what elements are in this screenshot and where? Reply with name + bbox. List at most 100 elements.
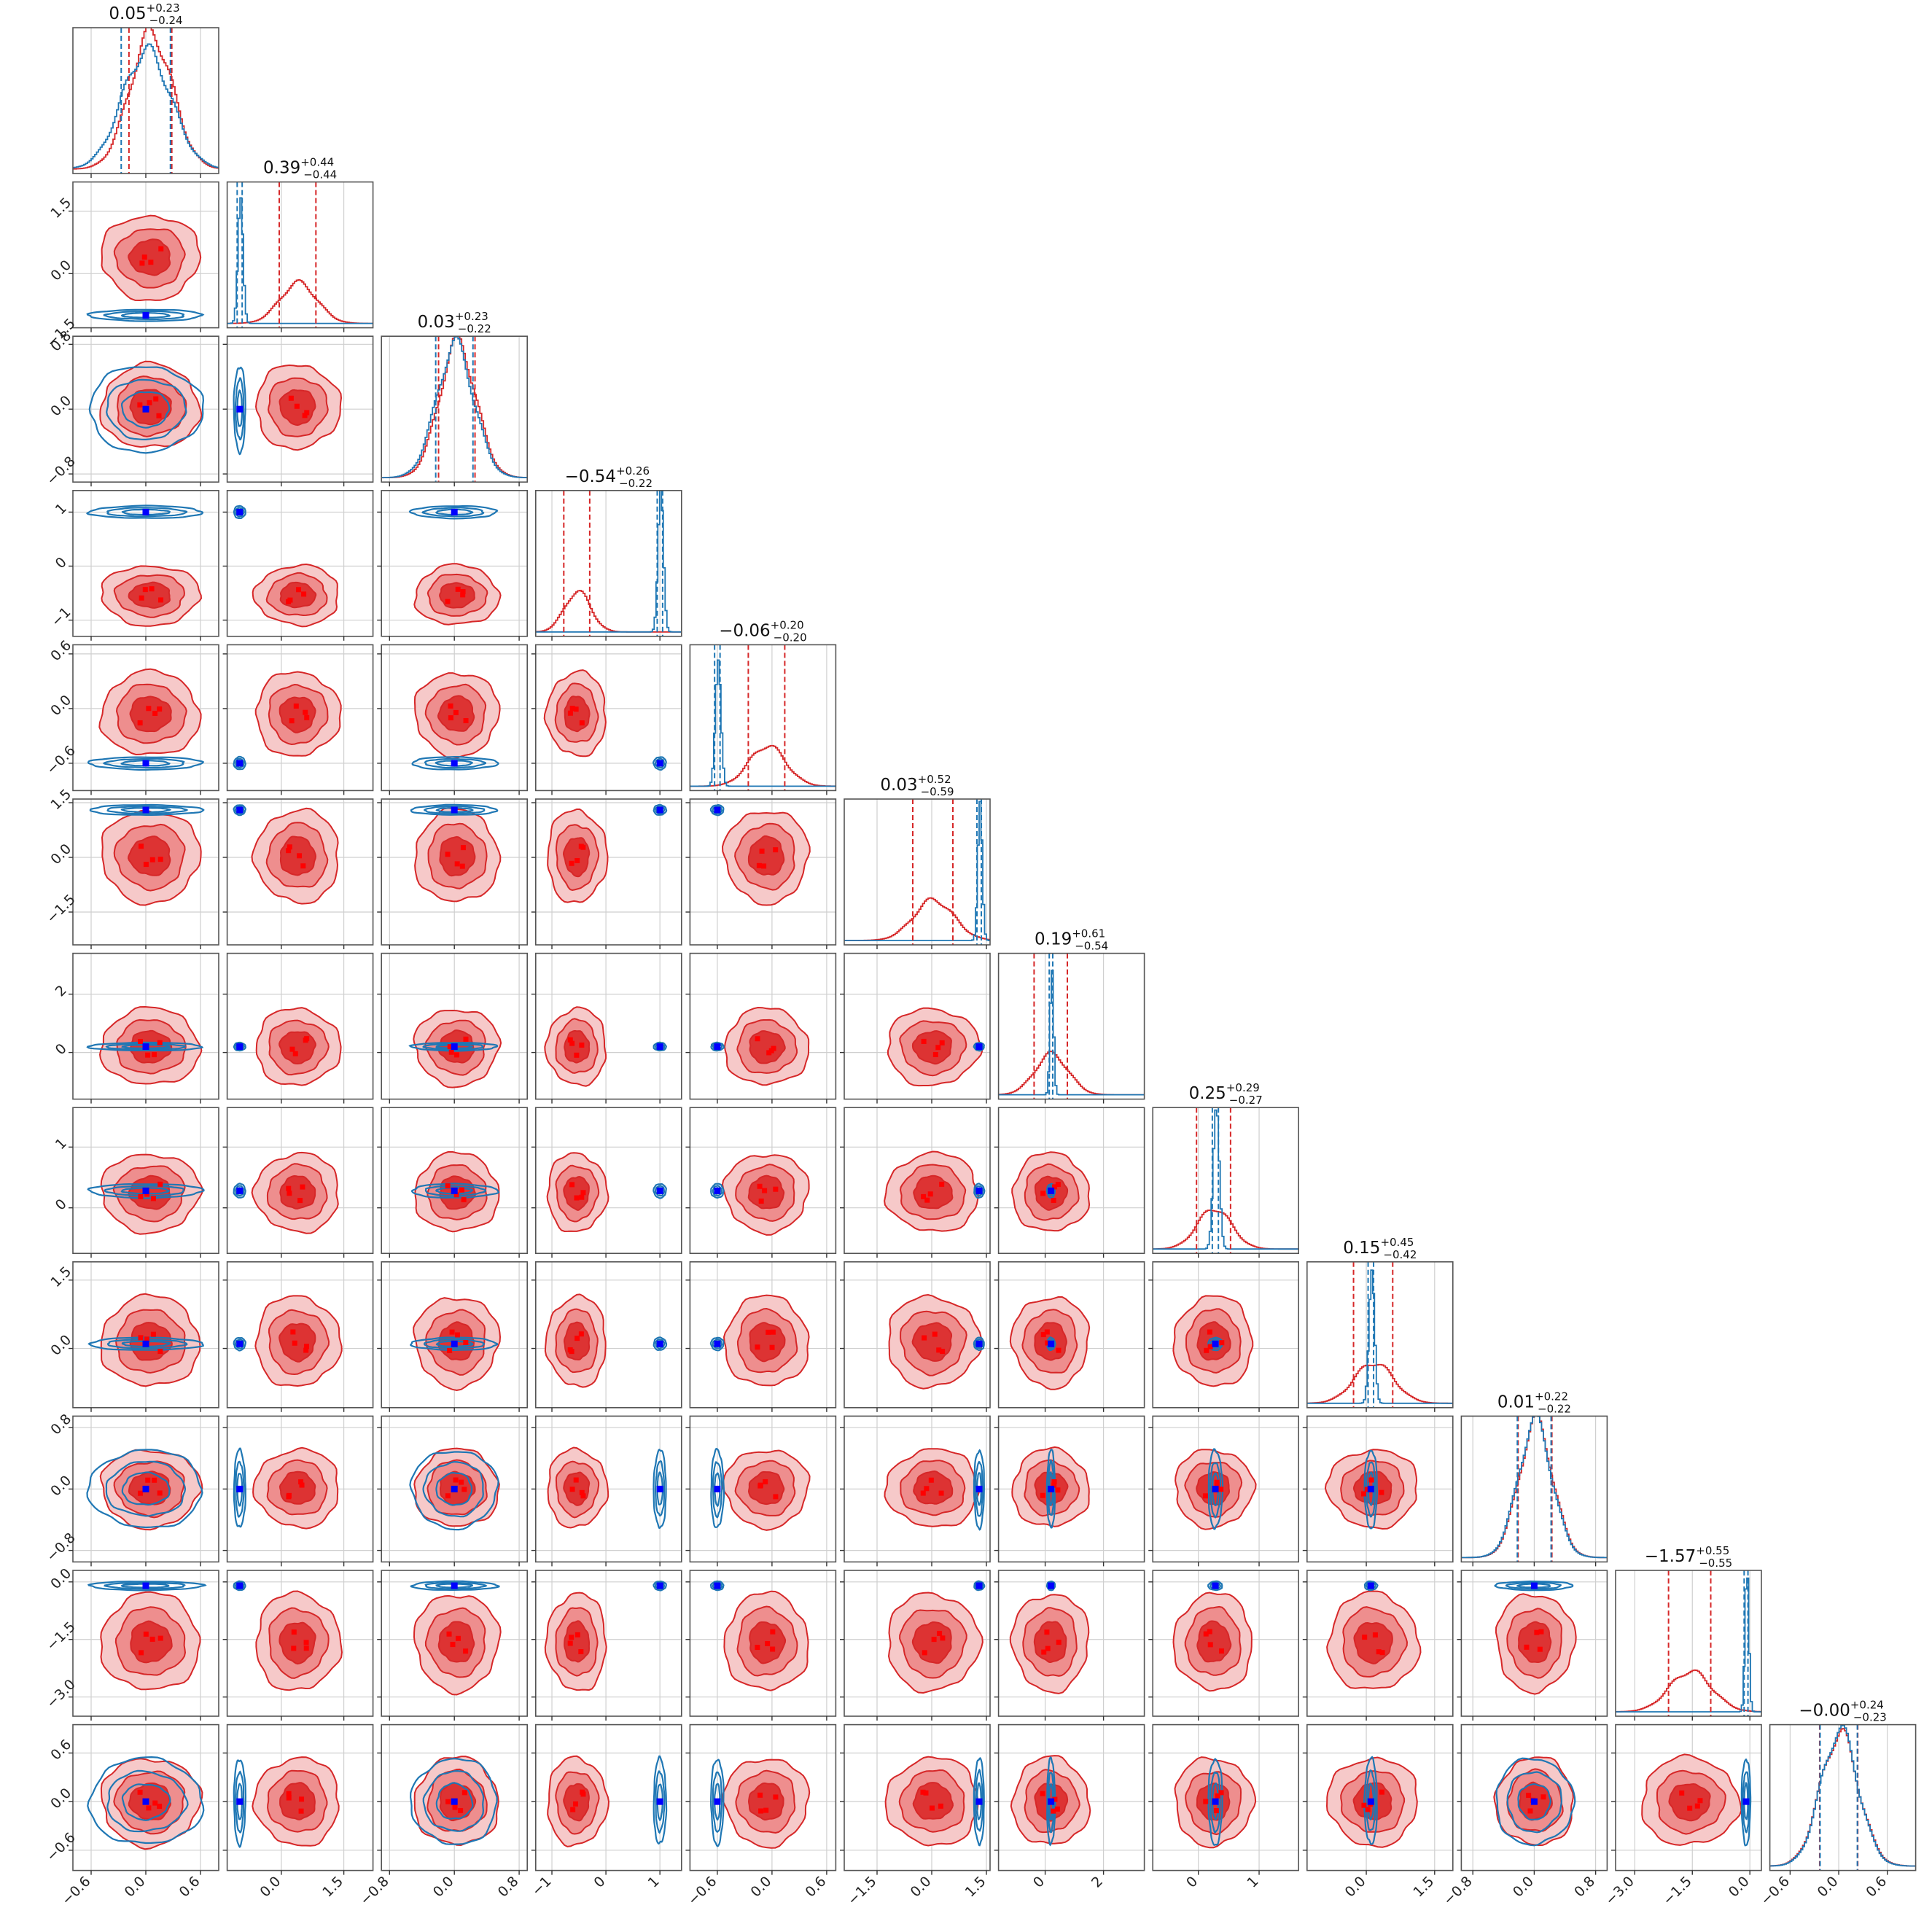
red-marker (146, 706, 152, 712)
red-marker (286, 848, 292, 854)
joint-panel-8-2 (377, 1261, 529, 1412)
joint-panel-3-1 (222, 489, 374, 641)
red-marker (144, 1191, 150, 1197)
red-marker (459, 1187, 464, 1193)
title-plus: +0.20 (771, 618, 804, 631)
joint-panel-10-2 (377, 1570, 529, 1721)
red-marker (769, 1344, 775, 1350)
red-marker (572, 1801, 578, 1807)
red-marker (578, 1331, 584, 1337)
blue-marker (975, 1340, 983, 1347)
blue-contour (712, 1185, 722, 1197)
red-marker (1207, 1642, 1213, 1648)
red-contour (749, 1322, 786, 1363)
y-tick-label: 2 (52, 982, 70, 1000)
red-marker (287, 597, 293, 603)
title-minus: −0.20 (774, 631, 807, 644)
red-marker (766, 1329, 771, 1335)
blue-contour (435, 1583, 474, 1589)
red-marker (771, 1045, 776, 1051)
red-marker (453, 1192, 459, 1198)
joint-panel-4-2 (377, 644, 529, 795)
panel-frame (534, 1261, 682, 1409)
blue-contour (233, 804, 246, 817)
red-marker (460, 592, 466, 598)
blue-marker (1048, 1187, 1055, 1194)
red-marker (574, 1195, 580, 1201)
red-marker (139, 1650, 144, 1656)
blue-marker (975, 1798, 983, 1805)
blue-contour (86, 308, 205, 322)
panel-frame (1306, 1261, 1454, 1409)
red-marker (157, 1635, 163, 1641)
red-marker (567, 1037, 573, 1043)
red-marker (291, 1629, 297, 1635)
blue-contour (1363, 1580, 1379, 1592)
blue-contour (1495, 1757, 1576, 1847)
red-marker (157, 1804, 163, 1810)
red-marker (139, 595, 144, 601)
joint-panel-6-2 (377, 952, 529, 1104)
title-minus: −0.23 (1853, 1711, 1887, 1724)
panel-frame (1152, 1107, 1299, 1254)
panel-frame (226, 798, 374, 946)
red-marker (1538, 1629, 1544, 1635)
blue-contour (421, 507, 485, 518)
red-marker (765, 1640, 771, 1646)
blue-contour (234, 1339, 245, 1349)
red-marker (763, 1807, 769, 1813)
blue-contour (104, 1185, 184, 1197)
joint-panel-6-0: 02 (52, 952, 219, 1104)
blue-contour (410, 1580, 500, 1591)
x-tick-label: 0.0 (1510, 1874, 1537, 1901)
red-marker (569, 706, 575, 712)
red-marker (1041, 1649, 1047, 1655)
red-marker (137, 1490, 143, 1496)
y-tick-label: 1 (52, 500, 70, 518)
x-tick-label: 0.0 (1726, 1874, 1753, 1901)
red-marker (770, 1646, 776, 1652)
red-marker (146, 1805, 152, 1811)
red-marker (303, 1037, 308, 1043)
blue-contour (653, 1183, 667, 1199)
blue-marker (451, 1485, 458, 1492)
red-marker (1218, 1790, 1224, 1796)
blue-contour (435, 1782, 474, 1820)
red-marker (303, 1640, 309, 1645)
blue-contour (235, 1460, 245, 1518)
x-tick-label: −0.8 (1441, 1874, 1476, 1909)
red-marker (303, 709, 308, 715)
joint-panel-10-7 (1148, 1570, 1299, 1721)
joint-panel-11-0: −0.6 0.0 0.6−0.60.00.6 (44, 1723, 219, 1909)
panel-frame (534, 952, 682, 1100)
blue-contour (121, 1783, 171, 1821)
red-marker (938, 1803, 943, 1809)
red-marker (573, 706, 579, 712)
marginal-panel-2: 0.03+0.23 −0.22 (381, 310, 529, 487)
blue-marker (714, 1340, 721, 1347)
joint-panel-1-0: −1.50.01.5 (44, 181, 219, 351)
blue-contour (712, 1339, 722, 1349)
red-marker (939, 1181, 945, 1187)
red-marker (286, 1185, 292, 1191)
red-marker (290, 1329, 296, 1335)
blue-contour (86, 1449, 203, 1529)
red-marker (1054, 1806, 1060, 1812)
blue-contour (87, 1581, 207, 1592)
red-marker (299, 1796, 305, 1802)
blue-contour (408, 505, 499, 520)
red-marker (1207, 1629, 1212, 1635)
red-marker (578, 1649, 584, 1655)
joint-panel-8-1 (222, 1261, 374, 1412)
y-tick-label: −1 (48, 604, 74, 630)
joint-panel-10-9 (1457, 1570, 1608, 1721)
red-marker (158, 246, 164, 252)
red-marker (461, 1790, 467, 1796)
blue-contour (422, 1769, 485, 1832)
red-marker (461, 1197, 467, 1203)
red-marker (157, 857, 163, 862)
red-histogram (1153, 1210, 1299, 1250)
marginal-panel-7: 0.25+0.29 −0.27 (1152, 1081, 1299, 1258)
y-tick-label: 0.0 (47, 257, 74, 284)
joint-panel-9-2 (377, 1415, 529, 1567)
